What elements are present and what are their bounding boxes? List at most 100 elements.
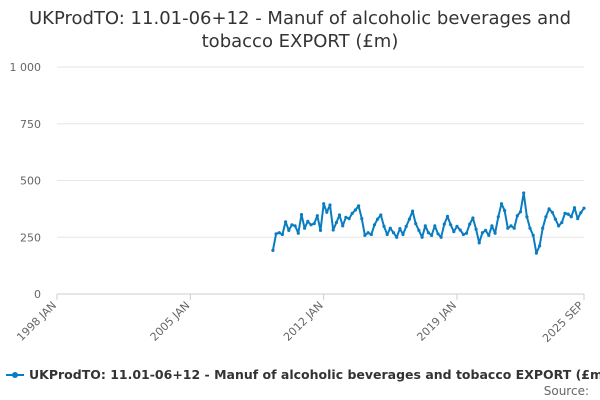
- data-point[interactable]: [531, 233, 535, 237]
- data-point[interactable]: [280, 232, 284, 237]
- data-point[interactable]: [306, 219, 310, 223]
- data-point[interactable]: [344, 215, 348, 219]
- data-point[interactable]: [525, 215, 529, 219]
- data-point[interactable]: [458, 228, 462, 232]
- data-point[interactable]: [363, 233, 367, 237]
- data-point[interactable]: [464, 231, 469, 235]
- data-point[interactable]: [379, 213, 383, 217]
- data-point[interactable]: [582, 206, 586, 210]
- data-point[interactable]: [550, 210, 554, 214]
- data-point[interactable]: [385, 232, 389, 237]
- data-point[interactable]: [398, 227, 402, 231]
- data-point[interactable]: [506, 226, 510, 230]
- data-point[interactable]: [369, 232, 373, 237]
- data-point[interactable]: [414, 222, 418, 226]
- data-point[interactable]: [420, 235, 424, 239]
- data-point[interactable]: [360, 217, 364, 221]
- data-point[interactable]: [411, 209, 415, 213]
- data-point[interactable]: [271, 248, 275, 252]
- data-point[interactable]: [496, 215, 500, 219]
- data-point[interactable]: [318, 228, 323, 232]
- data-point[interactable]: [569, 215, 573, 219]
- data-point[interactable]: [436, 232, 440, 236]
- data-point[interactable]: [509, 224, 513, 228]
- data-point[interactable]: [287, 228, 291, 232]
- data-point[interactable]: [522, 191, 526, 195]
- data-point[interactable]: [544, 215, 548, 219]
- data-point[interactable]: [303, 226, 307, 230]
- data-point[interactable]: [518, 210, 523, 214]
- data-point[interactable]: [461, 232, 465, 237]
- data-point[interactable]: [423, 224, 427, 228]
- data-point[interactable]: [576, 217, 580, 221]
- data-point[interactable]: [328, 203, 332, 207]
- data-point[interactable]: [322, 202, 326, 206]
- data-point[interactable]: [299, 213, 304, 217]
- data-point[interactable]: [455, 224, 459, 228]
- data-point[interactable]: [474, 227, 478, 231]
- data-point[interactable]: [274, 232, 278, 236]
- data-point[interactable]: [426, 231, 430, 235]
- data-point[interactable]: [293, 224, 297, 228]
- data-point[interactable]: [290, 223, 294, 227]
- data-point[interactable]: [334, 220, 338, 225]
- data-point[interactable]: [449, 223, 453, 227]
- data-point[interactable]: [493, 231, 497, 235]
- data-point[interactable]: [579, 211, 583, 215]
- data-point[interactable]: [477, 241, 481, 245]
- data-point[interactable]: [445, 214, 450, 218]
- data-point[interactable]: [331, 228, 335, 232]
- data-point[interactable]: [557, 224, 561, 228]
- data-point[interactable]: [401, 232, 405, 237]
- data-point[interactable]: [372, 223, 377, 227]
- data-point[interactable]: [538, 244, 542, 248]
- data-point[interactable]: [284, 220, 288, 224]
- data-point[interactable]: [395, 235, 399, 239]
- data-point[interactable]: [407, 217, 411, 221]
- data-point[interactable]: [541, 226, 545, 230]
- data-point[interactable]: [439, 235, 443, 239]
- data-point[interactable]: [534, 251, 539, 255]
- data-point[interactable]: [442, 222, 446, 226]
- data-point[interactable]: [296, 231, 300, 235]
- data-point[interactable]: [309, 223, 313, 227]
- data-point[interactable]: [430, 233, 434, 237]
- data-point[interactable]: [499, 202, 504, 206]
- data-point[interactable]: [487, 233, 491, 237]
- data-point[interactable]: [341, 224, 345, 228]
- data-point[interactable]: [382, 224, 386, 228]
- data-point[interactable]: [480, 231, 484, 235]
- data-point[interactable]: [388, 226, 392, 230]
- data-point[interactable]: [515, 214, 519, 218]
- legend[interactable]: UKProdTO: 11.01-06+12 - Manuf of alcohol…: [6, 367, 600, 382]
- data-point[interactable]: [512, 226, 516, 230]
- data-point[interactable]: [353, 208, 357, 212]
- data-point[interactable]: [452, 230, 456, 234]
- data-point[interactable]: [490, 224, 494, 228]
- data-point[interactable]: [572, 206, 577, 210]
- data-point[interactable]: [528, 226, 532, 230]
- data-point[interactable]: [325, 210, 329, 214]
- data-point[interactable]: [357, 204, 361, 208]
- data-point[interactable]: [376, 217, 380, 221]
- data-point[interactable]: [471, 216, 475, 220]
- data-point[interactable]: [503, 208, 507, 213]
- data-point[interactable]: [433, 224, 437, 228]
- data-point[interactable]: [391, 231, 396, 235]
- data-point[interactable]: [315, 214, 319, 218]
- data-point[interactable]: [277, 231, 281, 235]
- data-point[interactable]: [366, 231, 370, 235]
- data-point[interactable]: [553, 217, 558, 221]
- data-point[interactable]: [404, 224, 408, 228]
- data-point[interactable]: [566, 212, 570, 216]
- data-point[interactable]: [350, 211, 354, 215]
- data-point[interactable]: [547, 207, 551, 211]
- data-point[interactable]: [417, 228, 421, 232]
- data-point[interactable]: [560, 220, 564, 225]
- data-point[interactable]: [484, 228, 488, 232]
- data-point[interactable]: [468, 222, 472, 226]
- data-point[interactable]: [312, 222, 316, 226]
- data-point[interactable]: [347, 217, 351, 221]
- data-point[interactable]: [563, 211, 567, 215]
- data-point[interactable]: [337, 213, 342, 217]
